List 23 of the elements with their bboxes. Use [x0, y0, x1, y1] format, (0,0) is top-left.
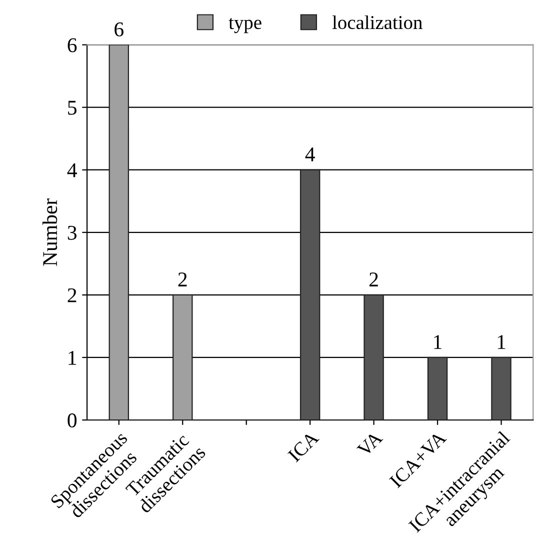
y-tick-label: 1 — [68, 350, 76, 365]
y-tick-label: 3 — [68, 226, 77, 240]
data-label: 4 — [305, 148, 315, 162]
data-label: 1 — [498, 335, 506, 349]
bar — [491, 356, 512, 420]
y-tick-label: 6 — [68, 38, 77, 52]
y-tick-label: 5 — [68, 100, 77, 115]
x-tick-label: VA — [356, 430, 384, 458]
y-tick-label: 4 — [67, 163, 77, 178]
legend-label: localization — [332, 15, 422, 30]
bar — [172, 294, 193, 420]
bar — [364, 294, 384, 420]
data-label: 2 — [178, 272, 187, 286]
legend-label: type — [228, 18, 262, 34]
bar — [300, 169, 320, 420]
bar — [427, 356, 448, 420]
data-label: 1 — [434, 335, 442, 349]
y-tick-label: 2 — [68, 288, 76, 302]
data-label: 2 — [370, 272, 378, 286]
x-tick-label: ICA — [287, 430, 320, 463]
y-tick-label: 0 — [68, 413, 77, 428]
data-label: 6 — [114, 22, 124, 36]
y-axis-title: Number — [42, 198, 58, 266]
